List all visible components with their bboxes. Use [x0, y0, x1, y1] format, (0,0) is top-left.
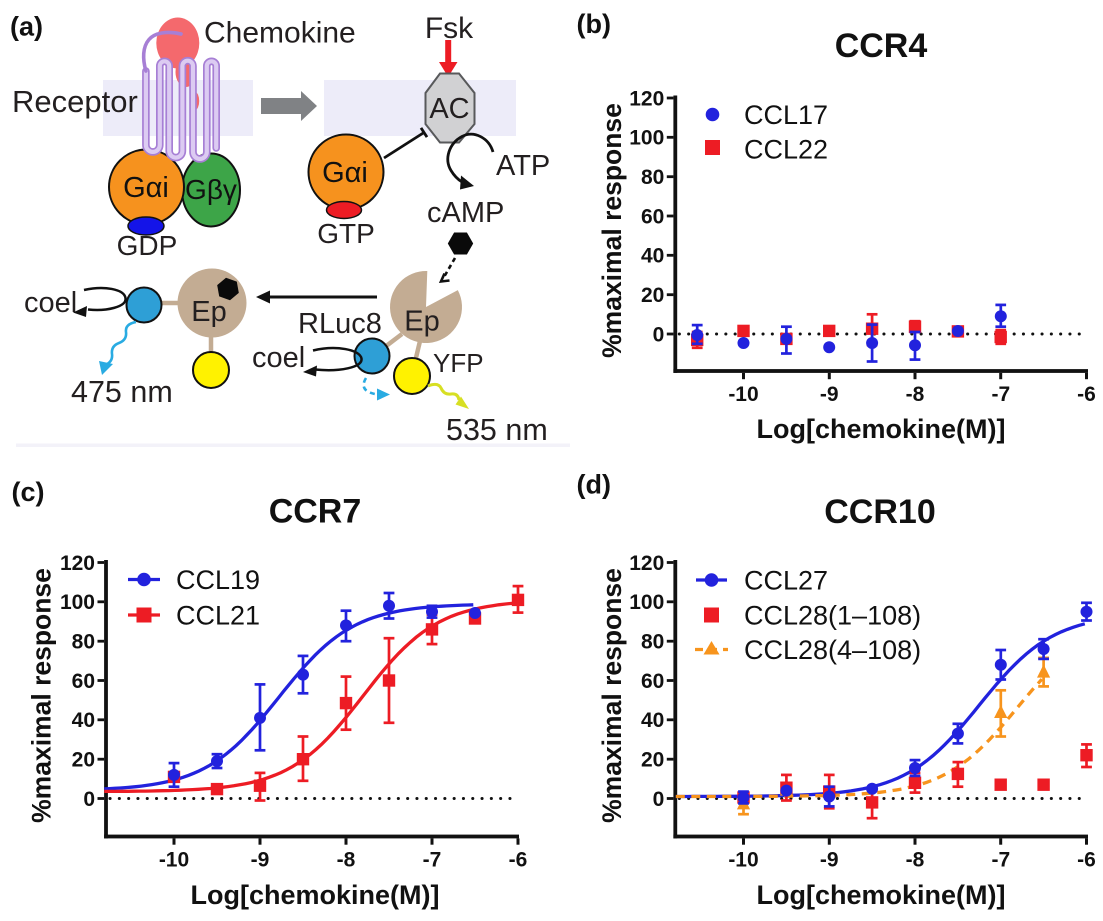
- svg-text:Ep: Ep: [191, 296, 226, 328]
- svg-text:0: 0: [653, 323, 665, 346]
- svg-text:RLuc8: RLuc8: [298, 308, 382, 340]
- svg-text:475 nm: 475 nm: [71, 375, 173, 409]
- svg-text:-9: -9: [820, 849, 839, 872]
- svg-text:60: 60: [641, 670, 664, 693]
- svg-text:coel: coel: [24, 287, 77, 319]
- svg-text:-6: -6: [1077, 383, 1096, 406]
- svg-text:120: 120: [629, 552, 664, 575]
- svg-text:-8: -8: [906, 849, 925, 872]
- svg-text:coel: coel: [252, 342, 305, 374]
- svg-text:Ep: Ep: [404, 306, 439, 338]
- svg-text:Gαi: Gαi: [123, 172, 169, 204]
- svg-text:Receptor: Receptor: [12, 84, 138, 119]
- svg-text:Fsk: Fsk: [425, 12, 474, 45]
- svg-text:-8: -8: [337, 849, 356, 872]
- svg-text:100: 100: [629, 127, 664, 150]
- svg-text:60: 60: [72, 670, 95, 693]
- svg-text:-6: -6: [1077, 849, 1096, 872]
- svg-text:(a): (a): [10, 12, 43, 42]
- svg-text:CCL17: CCL17: [744, 100, 828, 130]
- svg-text:(b): (b): [577, 9, 611, 39]
- svg-text:Log[chemokine(M)]: Log[chemokine(M)]: [757, 414, 1006, 444]
- svg-text:-10: -10: [728, 849, 758, 872]
- svg-text:20: 20: [72, 749, 95, 772]
- svg-text:120: 120: [629, 87, 664, 110]
- svg-text:%maximal response: %maximal response: [597, 568, 627, 823]
- svg-text:CCL28(4–108): CCL28(4–108): [744, 635, 921, 665]
- svg-text:%maximal response: %maximal response: [27, 568, 57, 823]
- svg-text:Chemokine: Chemokine: [204, 17, 356, 50]
- svg-text:(c): (c): [12, 477, 45, 507]
- svg-text:CCL19: CCL19: [176, 565, 260, 595]
- svg-text:Gαi: Gαi: [322, 157, 368, 189]
- svg-text:CCL21: CCL21: [176, 601, 260, 631]
- svg-text:(d): (d): [577, 470, 611, 500]
- svg-text:CCL22: CCL22: [744, 135, 828, 165]
- svg-text:0: 0: [653, 788, 665, 811]
- svg-text:120: 120: [60, 552, 95, 575]
- svg-text:CCL28(1–108): CCL28(1–108): [744, 601, 921, 631]
- svg-text:20: 20: [641, 284, 664, 307]
- svg-text:-10: -10: [728, 383, 758, 406]
- svg-text:-7: -7: [423, 849, 442, 872]
- svg-text:40: 40: [72, 709, 95, 732]
- svg-text:60: 60: [641, 205, 664, 228]
- svg-text:40: 40: [641, 709, 664, 732]
- svg-text:%maximal response: %maximal response: [597, 103, 627, 358]
- svg-text:-6: -6: [509, 849, 528, 872]
- svg-text:ATP: ATP: [496, 150, 550, 182]
- svg-text:0: 0: [83, 788, 95, 811]
- svg-text:Gβγ: Gβγ: [185, 174, 237, 205]
- svg-text:AC: AC: [429, 93, 469, 125]
- svg-text:-7: -7: [991, 849, 1010, 872]
- svg-text:Log[chemokine(M)]: Log[chemokine(M)]: [191, 880, 440, 910]
- svg-text:GTP: GTP: [317, 218, 375, 249]
- svg-text:CCR7: CCR7: [269, 493, 362, 531]
- svg-text:CCR10: CCR10: [824, 493, 935, 531]
- svg-text:Log[chemokine(M)]: Log[chemokine(M)]: [757, 880, 1006, 910]
- svg-text:-7: -7: [991, 383, 1010, 406]
- svg-text:YFP: YFP: [433, 348, 484, 378]
- svg-text:20: 20: [641, 749, 664, 772]
- svg-text:CCR4: CCR4: [835, 27, 928, 65]
- svg-text:cAMP: cAMP: [427, 197, 504, 229]
- svg-text:80: 80: [641, 166, 664, 189]
- svg-text:-9: -9: [820, 383, 839, 406]
- svg-text:-10: -10: [159, 849, 189, 872]
- svg-text:535 nm: 535 nm: [446, 413, 548, 447]
- svg-text:-9: -9: [251, 849, 270, 872]
- svg-text:80: 80: [641, 631, 664, 654]
- svg-text:40: 40: [641, 245, 664, 268]
- svg-text:CCL27: CCL27: [744, 566, 828, 596]
- svg-text:-8: -8: [906, 383, 925, 406]
- svg-text:GDP: GDP: [117, 230, 178, 261]
- svg-text:100: 100: [629, 591, 664, 614]
- svg-text:80: 80: [72, 631, 95, 654]
- svg-text:100: 100: [60, 591, 95, 614]
